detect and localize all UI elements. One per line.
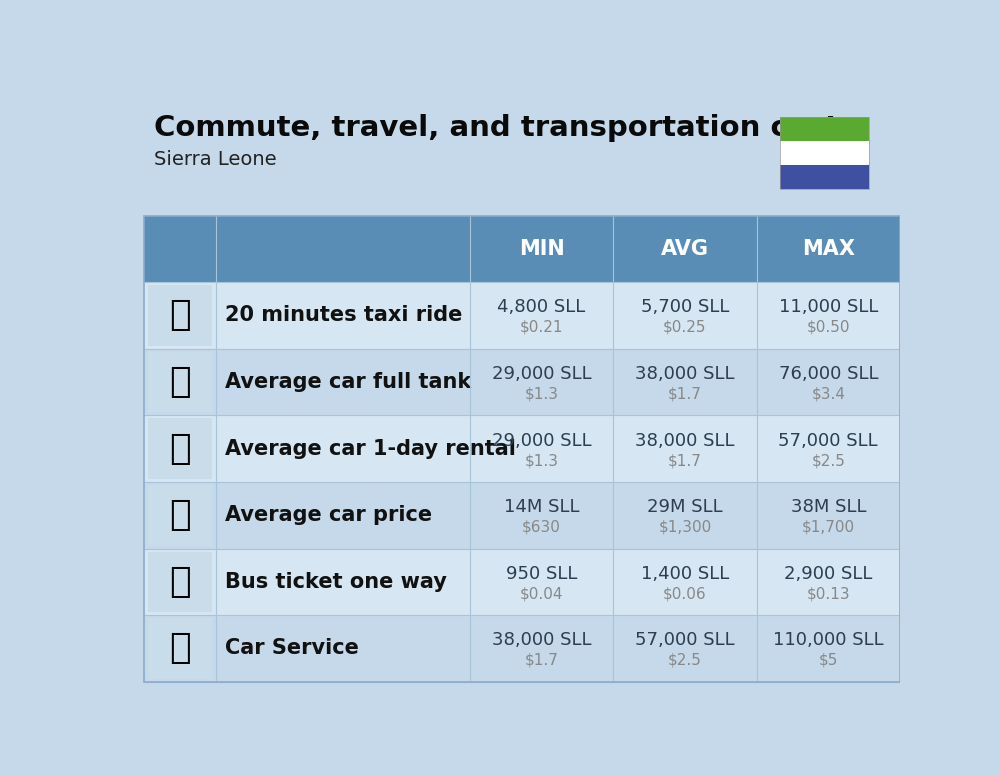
Text: Average car full tank: Average car full tank — [225, 372, 471, 392]
Text: 57,000 SLL: 57,000 SLL — [635, 632, 735, 650]
Text: $1.7: $1.7 — [525, 653, 558, 668]
Bar — [148, 418, 212, 479]
Text: MIN: MIN — [519, 239, 564, 259]
Text: $630: $630 — [522, 520, 561, 535]
Bar — [144, 549, 216, 615]
Bar — [144, 282, 216, 348]
Text: ⛽: ⛽ — [169, 365, 191, 399]
Bar — [780, 165, 869, 189]
Bar — [780, 117, 869, 141]
Text: 11,000 SLL: 11,000 SLL — [779, 299, 878, 317]
Text: 20 minutes taxi ride: 20 minutes taxi ride — [225, 306, 462, 325]
Bar — [148, 618, 212, 679]
Text: Commute, travel, and transportation costs: Commute, travel, and transportation cost… — [154, 114, 857, 142]
Bar — [144, 482, 216, 549]
Text: $0.25: $0.25 — [663, 320, 707, 335]
Text: AVG: AVG — [661, 239, 709, 259]
Text: 🚕: 🚕 — [169, 299, 191, 332]
Text: 950 SLL: 950 SLL — [506, 565, 577, 583]
Text: Car Service: Car Service — [225, 639, 359, 658]
Bar — [144, 415, 216, 482]
Text: 🔧: 🔧 — [169, 632, 191, 665]
Text: 38M SLL: 38M SLL — [791, 498, 866, 516]
Bar — [148, 485, 212, 546]
Text: 76,000 SLL: 76,000 SLL — [779, 365, 878, 383]
Text: $1.3: $1.3 — [525, 453, 559, 468]
Text: 🚌: 🚌 — [169, 565, 191, 599]
Text: 57,000 SLL: 57,000 SLL — [778, 431, 878, 449]
Text: $2.5: $2.5 — [668, 653, 702, 668]
Text: MAX: MAX — [802, 239, 855, 259]
Text: 29,000 SLL: 29,000 SLL — [492, 365, 591, 383]
Text: 5,700 SLL: 5,700 SLL — [641, 299, 729, 317]
Text: Average car 1-day rental: Average car 1-day rental — [225, 438, 516, 459]
Text: 29,000 SLL: 29,000 SLL — [492, 431, 591, 449]
Text: 38,000 SLL: 38,000 SLL — [635, 365, 735, 383]
Text: $0.04: $0.04 — [520, 587, 563, 601]
Bar — [144, 348, 216, 415]
Bar — [148, 552, 212, 612]
Text: 🚗: 🚗 — [169, 498, 191, 532]
Text: Sierra Leone: Sierra Leone — [154, 150, 277, 169]
Text: $0.06: $0.06 — [663, 587, 707, 601]
Text: 1,400 SLL: 1,400 SLL — [641, 565, 729, 583]
Text: 2,900 SLL: 2,900 SLL — [784, 565, 872, 583]
Bar — [148, 286, 212, 346]
Text: $2.5: $2.5 — [811, 453, 845, 468]
Text: $3.4: $3.4 — [811, 386, 845, 401]
Text: 38,000 SLL: 38,000 SLL — [635, 431, 735, 449]
Bar — [144, 615, 216, 681]
Text: Bus ticket one way: Bus ticket one way — [225, 572, 447, 592]
Text: 29M SLL: 29M SLL — [647, 498, 723, 516]
Text: 38,000 SLL: 38,000 SLL — [492, 632, 591, 650]
Text: 14M SLL: 14M SLL — [504, 498, 579, 516]
Text: $0.13: $0.13 — [806, 587, 850, 601]
Text: $1,700: $1,700 — [802, 520, 855, 535]
Bar — [780, 141, 869, 165]
Text: $5: $5 — [819, 653, 838, 668]
Text: 🚗: 🚗 — [169, 431, 191, 466]
Bar — [148, 352, 212, 412]
Text: $1,300: $1,300 — [658, 520, 712, 535]
Text: $0.50: $0.50 — [807, 320, 850, 335]
Text: $0.21: $0.21 — [520, 320, 563, 335]
Text: $1.7: $1.7 — [668, 386, 702, 401]
Text: $1.7: $1.7 — [668, 453, 702, 468]
Text: Average car price: Average car price — [225, 505, 432, 525]
Text: 4,800 SLL: 4,800 SLL — [497, 299, 586, 317]
Text: $1.3: $1.3 — [525, 386, 559, 401]
Text: 110,000 SLL: 110,000 SLL — [773, 632, 884, 650]
